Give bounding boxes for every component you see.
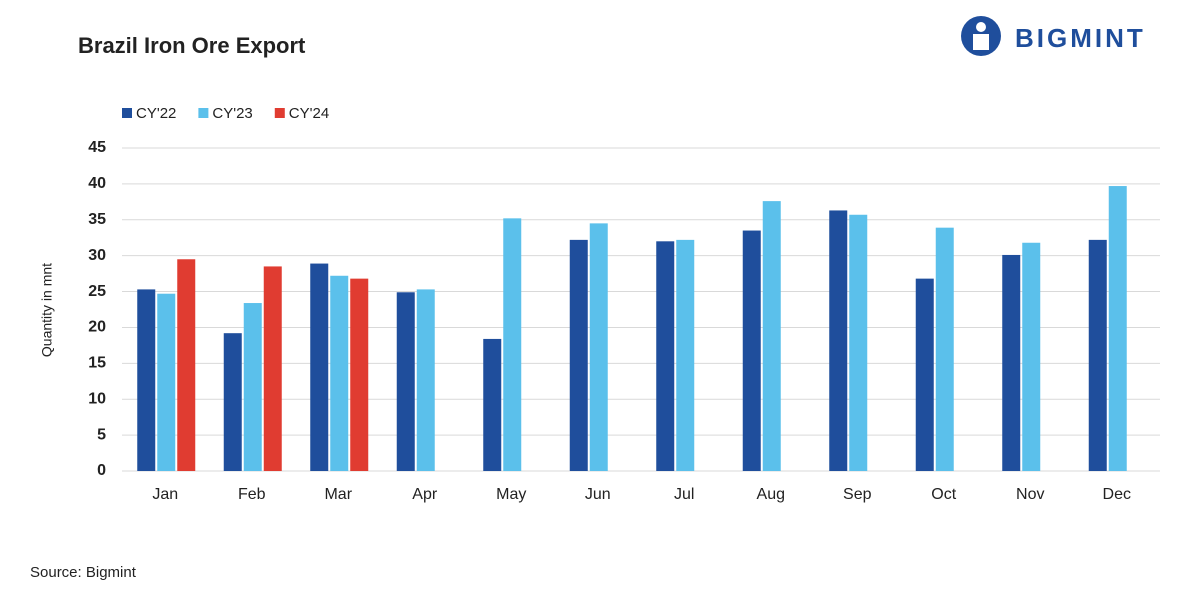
- bar: [137, 289, 156, 471]
- bar: [503, 218, 522, 471]
- chart-title: Brazil Iron Ore Export: [78, 33, 306, 58]
- bar: [483, 338, 502, 471]
- bar: [157, 293, 176, 471]
- x-tick-label: Oct: [931, 486, 956, 503]
- bar: [1002, 254, 1021, 471]
- x-tick-label: Nov: [1016, 486, 1044, 503]
- x-tick-label: Aug: [757, 486, 785, 503]
- bar: [243, 303, 262, 471]
- logo-text: BIGMINT: [1015, 23, 1146, 53]
- y-tick-label: 0: [97, 462, 106, 479]
- bar: [1108, 186, 1127, 471]
- bar: [569, 239, 588, 471]
- legend-label: CY'24: [289, 105, 329, 122]
- logo-icon: [961, 16, 1001, 56]
- bar: [330, 275, 349, 471]
- bar: [935, 227, 954, 471]
- x-tick-label: Jun: [585, 486, 611, 503]
- legend-swatch: [274, 108, 285, 118]
- bar: [829, 210, 848, 472]
- bar: [1088, 239, 1107, 471]
- y-tick-label: 45: [88, 139, 106, 156]
- source: Source: Bigmint: [30, 564, 137, 581]
- x-tick-label: Sep: [843, 486, 872, 503]
- y-tick-label: 20: [88, 319, 106, 336]
- x-tick-label: Jan: [152, 486, 178, 503]
- x-tick-label: Jul: [674, 486, 694, 503]
- bar: [177, 259, 196, 471]
- y-tick-label: 30: [88, 247, 106, 264]
- x-tick-label: Mar: [324, 486, 352, 503]
- y-axis-label: Quantity in mnt: [39, 263, 55, 357]
- bar: [849, 214, 868, 471]
- bar: [416, 289, 435, 471]
- bar: [742, 230, 761, 471]
- x-tick-label: Apr: [412, 486, 438, 503]
- x-tick-label: Dec: [1103, 486, 1131, 503]
- y-tick-label: 10: [88, 390, 106, 407]
- bar: [223, 333, 242, 471]
- y-tick-label: 35: [88, 211, 106, 228]
- y-tick-label: 5: [97, 426, 106, 443]
- bar: [589, 223, 608, 471]
- y-tick-label: 25: [88, 283, 106, 300]
- legend-label: CY'23: [212, 105, 252, 122]
- bar: [350, 278, 369, 471]
- y-tick-label: 40: [88, 175, 106, 192]
- legend-label: CY'22: [136, 105, 176, 122]
- bar: [263, 266, 282, 471]
- x-tick-label: May: [496, 486, 526, 503]
- bar: [1022, 242, 1041, 471]
- legend-swatch: [198, 108, 209, 118]
- bar: [310, 263, 329, 471]
- bar: [676, 239, 695, 471]
- bar: [762, 201, 781, 472]
- bar: [915, 278, 934, 471]
- bar: [396, 292, 415, 471]
- bar: [656, 241, 675, 471]
- y-tick-label: 15: [88, 355, 106, 372]
- x-tick-label: Feb: [238, 486, 266, 503]
- legend-swatch: [122, 108, 132, 118]
